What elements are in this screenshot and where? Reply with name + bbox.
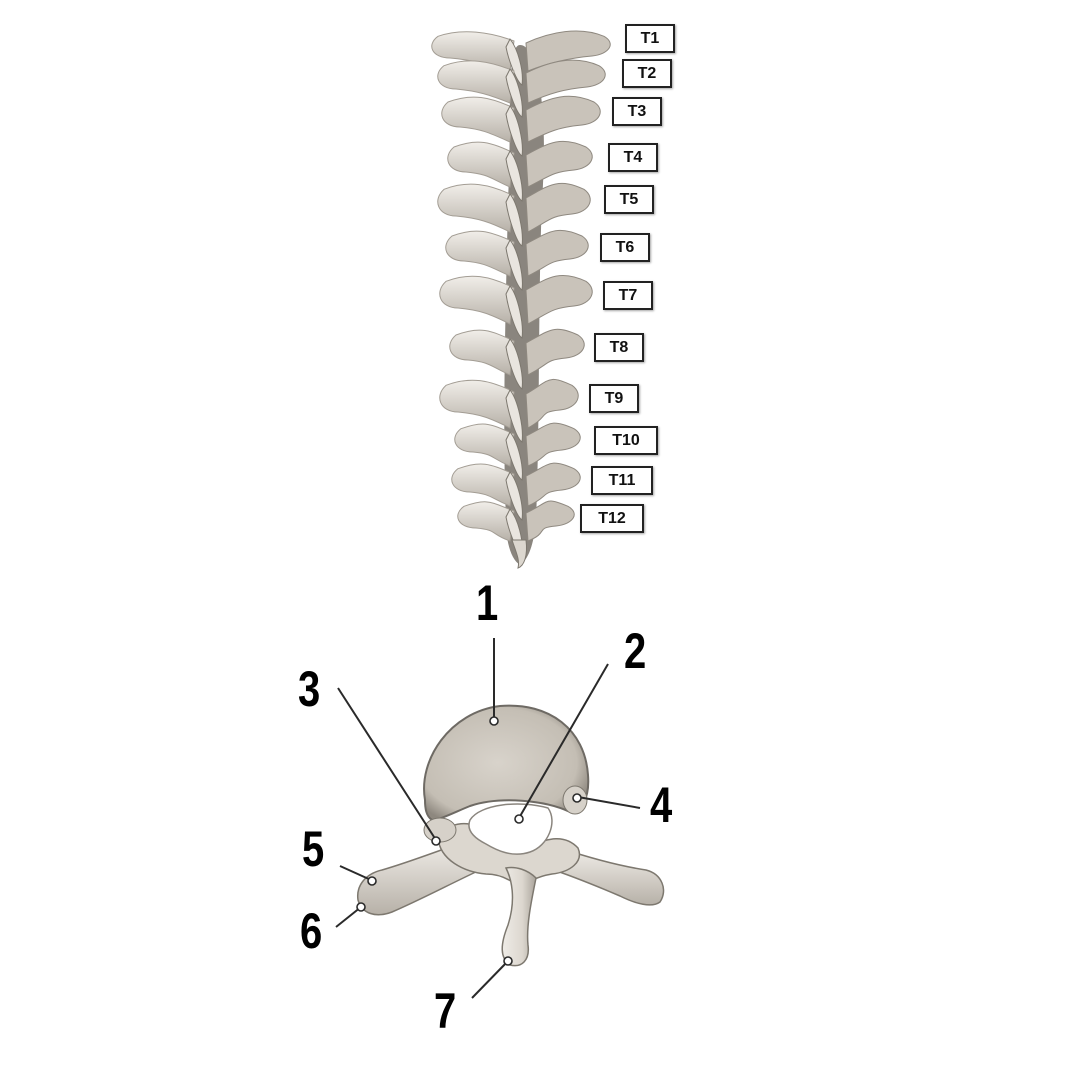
label-t8: T8 <box>594 333 644 362</box>
label-t9: T9 <box>589 384 639 413</box>
endpoint-6 <box>356 902 366 912</box>
label-t7: T7 <box>603 281 653 310</box>
spine-tail-tip <box>511 539 527 569</box>
leader-line-3 <box>337 687 437 841</box>
callout-7: 7 <box>434 983 457 1039</box>
vertebra-spinous-process <box>505 471 523 521</box>
endpoint-7 <box>503 956 513 966</box>
vertebra-spinous-process <box>505 150 523 202</box>
vertebra-left-process <box>441 96 515 143</box>
vertebra-right-process <box>525 274 593 325</box>
vertebra-spinous-process <box>505 239 523 291</box>
vertebra-left-process <box>445 230 515 277</box>
vertebra-left-process <box>437 60 515 104</box>
vertebral-foramen <box>468 803 553 855</box>
endpoint-5 <box>367 876 377 886</box>
vertebra-right-process <box>525 182 591 233</box>
callout-1: 1 <box>476 575 499 631</box>
vertebra-spinous-process <box>505 68 523 118</box>
endpoint-4 <box>572 793 582 803</box>
vertebra-left-process <box>454 423 515 467</box>
vertebra-right-process <box>525 328 585 376</box>
vertebra-right-process <box>525 378 579 429</box>
vertebra-right-process <box>525 95 601 143</box>
leader-lines <box>335 638 641 999</box>
vertebra-right-process <box>525 500 575 542</box>
endpoint-1 <box>489 716 499 726</box>
label-t2: T2 <box>622 59 672 88</box>
callout-3: 3 <box>298 661 321 717</box>
vertebra-spinous-process <box>505 38 523 86</box>
vertebra-left-process <box>439 379 515 429</box>
label-t4: T4 <box>608 143 658 172</box>
callout-6: 6 <box>300 903 323 959</box>
label-t6: T6 <box>600 233 650 262</box>
spinous-process <box>501 866 537 967</box>
vertebra-spinous-process <box>505 431 523 481</box>
vertebra-spinous-process <box>505 389 523 443</box>
leader-endpoints <box>356 716 582 966</box>
endpoint-2 <box>514 814 524 824</box>
vertebra-stack <box>431 30 611 569</box>
label-t5: T5 <box>604 185 654 214</box>
leader-line-5 <box>339 865 372 881</box>
label-t10: T10 <box>594 426 658 455</box>
leader-line-6 <box>335 906 362 928</box>
vertebra-spinous-process <box>505 105 523 157</box>
label-t11: T11 <box>591 466 653 495</box>
vertebra-left-process <box>451 463 515 507</box>
vertebra-left-process <box>439 275 515 325</box>
callout-2: 2 <box>624 623 647 679</box>
vertebra-spinous-process <box>505 193 523 247</box>
vertebra-left-process <box>447 141 515 188</box>
label-t3: T3 <box>612 97 662 126</box>
vertebra-right-process <box>525 59 606 104</box>
vertebra-right-process <box>525 140 593 188</box>
label-t1: T1 <box>625 24 675 53</box>
callout-5: 5 <box>302 821 325 877</box>
leader-line-4 <box>577 796 641 809</box>
leader-line-2 <box>518 663 609 819</box>
vertebra-right-process <box>525 422 581 467</box>
leader-line-7 <box>471 960 509 999</box>
vertebra-right-process <box>525 229 589 277</box>
vertebra-left-process <box>449 329 515 376</box>
vertebra-spinous-process <box>505 285 523 339</box>
vertebra-left-process <box>437 183 515 233</box>
label-t12: T12 <box>580 504 644 533</box>
vertebra-spinous-process <box>505 338 523 390</box>
endpoint-3 <box>431 836 441 846</box>
callout-4: 4 <box>650 777 673 833</box>
vertebra-left-process <box>457 501 515 542</box>
thoracic-vertebra-superior-view <box>357 704 665 967</box>
vertebra-right-process <box>525 462 581 507</box>
